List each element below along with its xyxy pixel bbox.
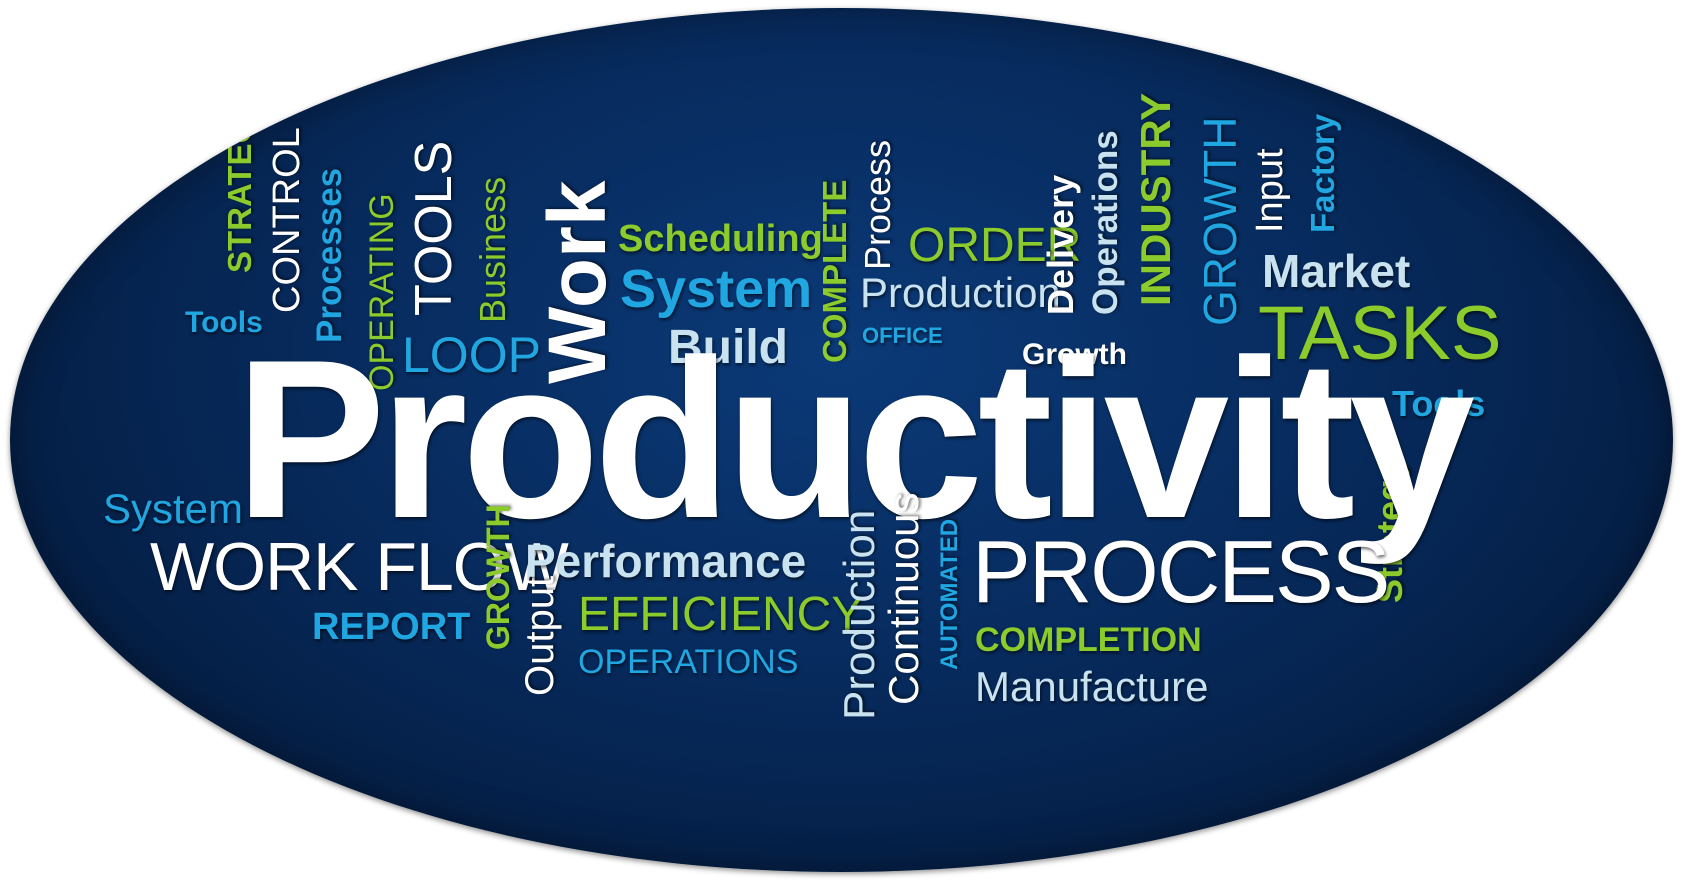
word-tasks: TASKS	[1258, 291, 1502, 376]
word-production-vertical: Production	[835, 509, 884, 720]
word-performance: Performance	[525, 535, 807, 587]
word-control: CONTROL	[266, 127, 308, 313]
word-growth-white: Growth	[1022, 338, 1127, 371]
word-market: Market	[1262, 245, 1411, 297]
word-report: REPORT	[312, 606, 471, 648]
word-cloud-oval: STRATEGY CONTROL Processes Tools OPERATI…	[10, 8, 1673, 872]
word-order: ORDER	[908, 219, 1082, 272]
word-operations-top: Operations	[1086, 130, 1125, 315]
word-industry: INDUSTRY	[1132, 92, 1179, 306]
word-loop: LOOP	[402, 327, 541, 383]
word-manufacture: Manufacture	[975, 663, 1209, 710]
word-completion: COMPLETION	[975, 621, 1202, 659]
word-tools-right: Tools	[1392, 383, 1486, 424]
word-continuous: Continuous	[880, 492, 927, 705]
word-scheduling: Scheduling	[618, 218, 823, 260]
word-factory: Factory	[1304, 113, 1341, 233]
word-production-top: Production	[860, 269, 1061, 316]
word-efficiency: EFFICIENCY	[578, 588, 864, 641]
word-build: Build	[668, 321, 788, 374]
word-operations-lower: OPERATIONS	[578, 643, 799, 681]
word-business: Business	[472, 176, 513, 323]
word-output: Output	[518, 575, 562, 696]
word-delivery: Delivery	[1040, 174, 1081, 315]
headline-productivity: Productivity	[235, 312, 1475, 565]
word-growth-vertical: GROWTH	[480, 504, 516, 650]
word-process-large: PROCESS	[972, 522, 1390, 621]
word-workflow: WORK FLOW	[150, 529, 569, 605]
word-automated: AUTOMATED	[936, 518, 963, 670]
word-strategy: STRATEGY	[221, 95, 258, 273]
word-office: OFFICE	[862, 323, 943, 348]
word-tools-left: Tools	[185, 306, 263, 339]
word-tools-upper: TOOLS	[405, 140, 463, 316]
word-input: Input	[1249, 148, 1291, 233]
word-system-left: System	[103, 485, 244, 532]
word-process-small: Process	[857, 139, 898, 270]
word-growth-cyan: GROWTH	[1194, 116, 1246, 326]
word-system-top: System	[620, 259, 813, 319]
